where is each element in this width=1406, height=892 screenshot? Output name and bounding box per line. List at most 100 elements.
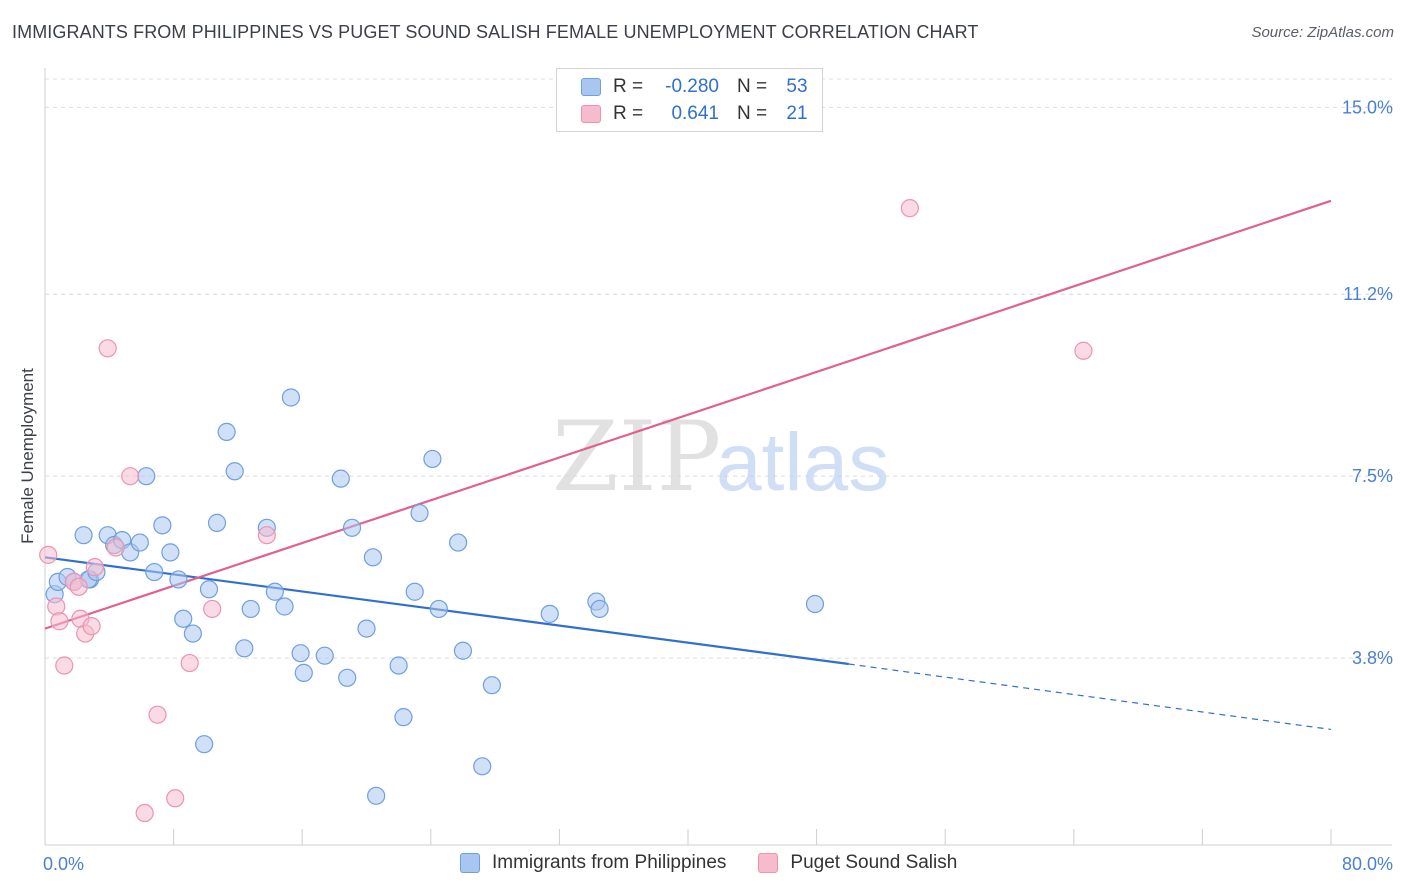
- data-point-salish: [135, 803, 154, 823]
- data-point-salish: [203, 599, 222, 619]
- correlation-legend: R = -0.280 N = 53 R = 0.641 N = 21: [556, 68, 823, 132]
- y-tick-label: 7.5%: [1352, 466, 1393, 486]
- legend-r-label: R =: [613, 76, 644, 97]
- x-ticks: [44, 829, 1332, 845]
- gridlines: [45, 78, 1392, 659]
- data-point-salish: [121, 467, 140, 486]
- data-point-salish: [900, 199, 919, 218]
- data-point-philippines: [294, 663, 313, 682]
- data-point-philippines: [394, 708, 413, 727]
- data-point-philippines: [482, 676, 501, 695]
- data-point-philippines: [217, 422, 236, 442]
- data-point-philippines: [367, 786, 386, 805]
- data-point-philippines: [389, 656, 408, 675]
- data-point-philippines: [405, 582, 424, 601]
- legend-n-label: N =: [737, 76, 768, 97]
- legend-n-value: 53: [786, 76, 808, 97]
- legend-r-value: -0.280: [665, 76, 719, 97]
- x-tick-label-max: 80.0%: [1342, 854, 1393, 874]
- legend-swatch-blue: [581, 78, 601, 96]
- data-point-philippines: [473, 757, 492, 776]
- legend-n-label: N =: [737, 103, 768, 124]
- legend-swatch-pink: [758, 853, 779, 873]
- legend-item-salish[interactable]: Puget Sound Salish: [758, 852, 957, 874]
- data-point-philippines: [199, 580, 219, 599]
- trend-line-salish: [44, 199, 1332, 630]
- data-point-philippines: [169, 570, 188, 589]
- x-tick-label-min: 0.0%: [43, 854, 84, 874]
- data-point-philippines: [161, 543, 180, 562]
- data-point-philippines: [453, 641, 473, 660]
- data-point-philippines: [241, 599, 260, 619]
- data-point-philippines: [449, 533, 468, 552]
- data-point-philippines: [291, 644, 310, 663]
- source-credit: Source: ZipAtlas.com: [1251, 24, 1394, 41]
- data-point-salish: [257, 526, 276, 545]
- data-point-salish: [50, 612, 69, 631]
- data-point-salish: [106, 538, 125, 557]
- data-point-philippines: [225, 462, 244, 481]
- data-point-philippines: [423, 449, 442, 469]
- data-point-salish: [85, 558, 104, 577]
- data-point-salish: [148, 705, 167, 724]
- legend-r-value: 0.641: [671, 103, 719, 124]
- data-point-salish: [98, 339, 117, 358]
- data-point-salish: [39, 545, 58, 564]
- chart-title: IMMIGRANTS FROM PHILIPPINES VS PUGET SOU…: [12, 22, 979, 42]
- data-point-philippines: [195, 735, 214, 754]
- data-point-philippines: [265, 582, 284, 601]
- data-point-salish: [1074, 341, 1093, 360]
- legend-item-philippines[interactable]: Immigrants from Philippines: [460, 852, 726, 874]
- y-tick-labels: 3.8% 7.5% 11.2% 15.0%: [1342, 97, 1393, 668]
- legend-label-salish: Puget Sound Salish: [790, 852, 958, 873]
- data-point-salish: [55, 656, 74, 675]
- data-point-philippines: [540, 604, 559, 623]
- data-point-philippines: [315, 646, 334, 665]
- data-point-philippines: [183, 624, 202, 643]
- legend-swatch-blue: [460, 853, 480, 873]
- trend-line-philippines-extrapolated: [848, 663, 1332, 731]
- data-point-salish: [69, 577, 88, 596]
- data-point-philippines: [235, 639, 254, 658]
- data-point-philippines: [338, 668, 357, 687]
- legend-row-salish: R = 0.641 N = 21: [581, 102, 817, 126]
- legend-r-label: R =: [613, 103, 644, 124]
- data-point-philippines: [275, 597, 294, 616]
- y-tick-label: 11.2%: [1343, 284, 1393, 304]
- watermark: ZIP atlas: [552, 401, 889, 513]
- series-immigrants-from-philippines-points: [45, 388, 825, 805]
- watermark-zip: ZIP: [552, 401, 721, 513]
- data-point-philippines: [281, 388, 301, 407]
- data-point-philippines: [342, 518, 362, 537]
- legend-label-philippines: Immigrants from Philippines: [492, 852, 727, 873]
- data-point-philippines: [174, 609, 193, 628]
- data-point-salish: [82, 617, 101, 636]
- legend-row-philippines: R = -0.280 N = 53: [581, 75, 817, 99]
- data-point-philippines: [805, 594, 825, 614]
- data-point-philippines: [130, 533, 149, 552]
- data-point-philippines: [410, 503, 429, 523]
- data-point-philippines: [590, 599, 609, 619]
- y-tick-label: 15.0%: [1342, 97, 1393, 117]
- data-point-philippines: [363, 548, 383, 567]
- data-point-philippines: [429, 599, 448, 619]
- legend-n-value: 21: [786, 103, 808, 124]
- data-point-philippines: [74, 526, 93, 545]
- data-point-philippines: [207, 513, 227, 532]
- data-point-salish: [180, 653, 199, 673]
- data-point-philippines: [331, 469, 350, 488]
- data-point-philippines: [137, 467, 156, 486]
- data-point-salish: [166, 789, 185, 808]
- watermark-atlas: atlas: [716, 417, 889, 508]
- series-legend: Immigrants from Philippines Puget Sound …: [460, 852, 989, 874]
- y-axis-title: Female Unemployment: [18, 368, 37, 544]
- y-tick-label: 3.8%: [1352, 648, 1393, 668]
- axes: [44, 68, 1392, 846]
- data-point-philippines: [145, 562, 164, 582]
- x-tick-labels: 0.0% 80.0%: [43, 854, 1393, 874]
- data-point-salish: [47, 597, 66, 616]
- data-point-philippines: [153, 516, 172, 535]
- series-puget-sound-salish-points: [39, 199, 1093, 823]
- legend-swatch-pink: [581, 105, 601, 123]
